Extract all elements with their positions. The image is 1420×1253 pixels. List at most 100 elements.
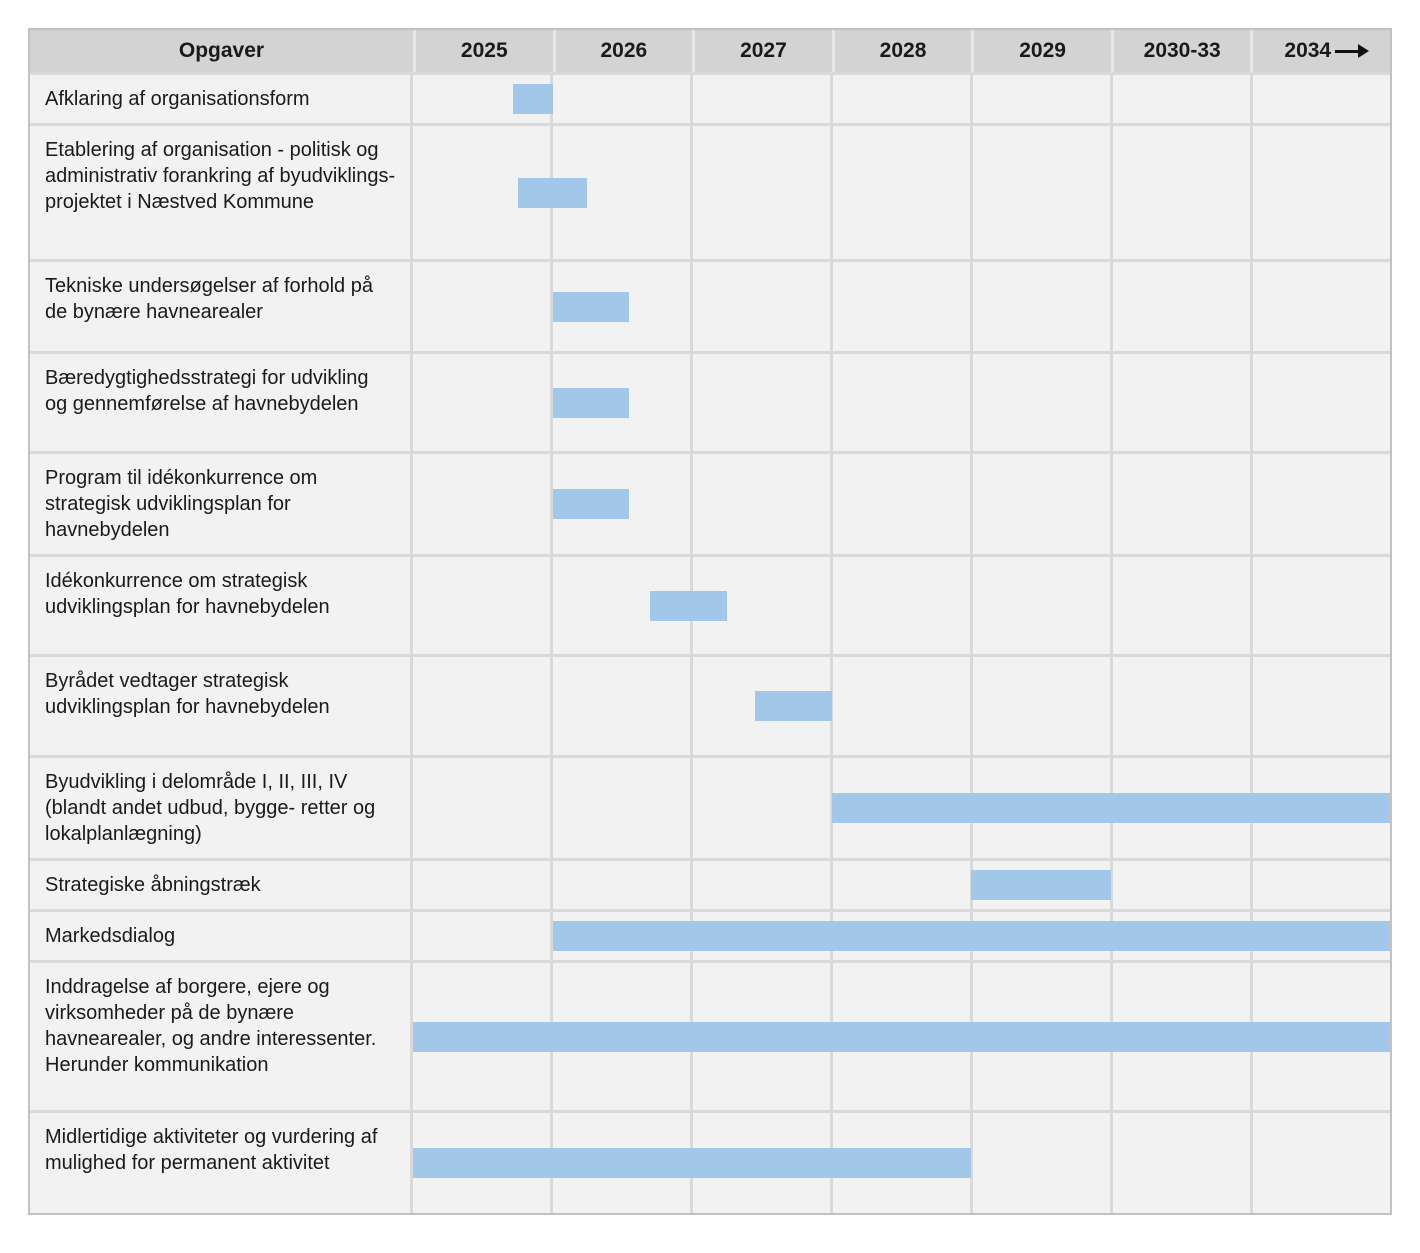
row-timeline xyxy=(413,963,1390,1110)
grid-cell xyxy=(690,758,830,858)
grid-cell xyxy=(550,912,690,960)
grid-cell xyxy=(830,557,970,654)
task-row: Bæredygtighedsstrategi for udvikling og … xyxy=(30,351,1390,451)
grid-cell xyxy=(1250,354,1390,451)
grid-cell xyxy=(970,454,1110,554)
gantt-bar xyxy=(552,387,630,418)
task-label: Etablering af organisation - politisk og… xyxy=(30,126,413,259)
grid-cell xyxy=(1110,75,1250,123)
grid-cell xyxy=(1110,861,1250,909)
task-label: Program til idékonkurrence om strategisk… xyxy=(30,454,413,554)
task-label: Afklaring af organisationsform xyxy=(30,75,413,123)
grid-cell xyxy=(1250,657,1390,755)
grid-cell xyxy=(413,758,550,858)
grid-cell xyxy=(550,354,690,451)
row-timeline xyxy=(413,454,1390,554)
column-header-label: 2034 xyxy=(1284,39,1332,62)
task-label: Markedsdialog xyxy=(30,912,413,960)
task-row: Tekniske undersøgelser af forhold på de … xyxy=(30,259,1390,351)
gantt-bar xyxy=(650,590,728,621)
column-header-2025: 2025 xyxy=(413,30,553,72)
grid-cell xyxy=(1250,861,1390,909)
grid-cell xyxy=(970,354,1110,451)
grid-cell xyxy=(690,75,830,123)
column-header-2029: 2029 xyxy=(971,30,1111,72)
grid-cell xyxy=(413,861,550,909)
task-label: Byudvikling i delområde I, II, III, IV (… xyxy=(30,758,413,858)
gantt-chart: Opgaver 2025 2026 2027 2028 2029 2030-33 2034 … xyxy=(28,28,1392,1215)
grid-cell xyxy=(1250,1113,1390,1213)
grid-cell xyxy=(830,861,970,909)
gantt-bar xyxy=(552,489,630,519)
column-header-label: 2027 xyxy=(740,39,787,62)
gantt-bar xyxy=(831,793,1390,823)
column-header-2034: 2034 xyxy=(1250,30,1390,72)
grid-cell xyxy=(413,454,550,554)
grid-cell xyxy=(830,758,970,858)
row-timeline xyxy=(413,657,1390,755)
grid-cell xyxy=(1250,75,1390,123)
grid-cell xyxy=(690,454,830,554)
column-header-2026: 2026 xyxy=(552,30,693,72)
row-timeline xyxy=(413,758,1390,858)
column-header-opgaver: Opgaver xyxy=(178,39,265,62)
column-header-label: 2025 xyxy=(460,39,508,62)
column-header-label: 2026 xyxy=(600,39,648,62)
grid-cell xyxy=(970,1113,1110,1213)
grid-cell xyxy=(550,454,690,554)
gantt-bar xyxy=(971,870,1111,900)
row-timeline xyxy=(413,1113,1390,1213)
grid-cell xyxy=(550,262,690,351)
grid-cell xyxy=(830,454,970,554)
grid-cell xyxy=(413,657,550,755)
header-row: Opgaver 2025 2026 2027 2028 2029 2030-33 2034 xyxy=(30,30,1390,72)
grid-cell xyxy=(1110,126,1250,259)
grid-cell xyxy=(1250,262,1390,351)
task-label: Inddragelse af borgere, ejere og virksom… xyxy=(30,963,413,1110)
row-timeline xyxy=(413,557,1390,654)
column-header-2027: 2027 xyxy=(692,30,832,72)
task-row: Byrådet vedtager strategisk udviklingspl… xyxy=(30,654,1390,755)
grid-cell xyxy=(1110,262,1250,351)
task-row: Program til idékonkurrence om strategisk… xyxy=(30,451,1390,554)
task-row: Inddragelse af borgere, ejere og virksom… xyxy=(30,960,1390,1110)
grid-cell xyxy=(830,657,970,755)
gantt-bar xyxy=(552,921,1390,951)
grid-cell xyxy=(970,657,1110,755)
gantt-bar xyxy=(754,691,832,721)
gantt-bar xyxy=(517,177,588,208)
task-row: Etablering af organisation - politisk og… xyxy=(30,123,1390,259)
task-row: Midlertidige aktiviteter og vurdering af… xyxy=(30,1110,1390,1213)
column-header-2030-33: 2030-33 xyxy=(1110,30,1251,72)
gantt-body: Afklaring af organisationsform Etablerin… xyxy=(30,72,1390,1213)
grid-cell xyxy=(550,861,690,909)
grid-cell xyxy=(1110,354,1250,451)
grid-cell xyxy=(830,126,970,259)
task-label: Bæredygtighedsstrategi for udvikling og … xyxy=(30,354,413,451)
grid-cell xyxy=(970,262,1110,351)
gantt-bar xyxy=(413,1021,1390,1052)
grid-cell xyxy=(970,75,1110,123)
row-timeline xyxy=(413,75,1390,123)
grid-cell xyxy=(690,126,830,259)
grid-cell xyxy=(690,861,830,909)
grid-cell xyxy=(690,657,830,755)
task-label: Tekniske undersøgelser af forhold på de … xyxy=(30,262,413,351)
task-row: Markedsdialog xyxy=(30,909,1390,960)
task-row: Afklaring af organisationsform xyxy=(30,72,1390,123)
task-label: Strategiske åbningstræk xyxy=(30,861,413,909)
task-label: Byrådet vedtager strategisk udviklingspl… xyxy=(30,657,413,755)
row-timeline xyxy=(413,262,1390,351)
gantt-bar xyxy=(513,84,553,114)
task-row: Strategiske åbningstræk xyxy=(30,858,1390,909)
grid-cell xyxy=(550,75,690,123)
column-header-label: 2028 xyxy=(879,39,927,62)
grid-cell xyxy=(1110,557,1250,654)
grid-cell xyxy=(830,262,970,351)
grid-cell xyxy=(1110,657,1250,755)
grid-cell xyxy=(413,262,550,351)
grid-cell xyxy=(690,262,830,351)
task-row: Idékonkurrence om strategisk udviklingsp… xyxy=(30,554,1390,654)
task-label: Midlertidige aktiviteter og vurdering af… xyxy=(30,1113,413,1213)
column-header-2028: 2028 xyxy=(831,30,972,72)
